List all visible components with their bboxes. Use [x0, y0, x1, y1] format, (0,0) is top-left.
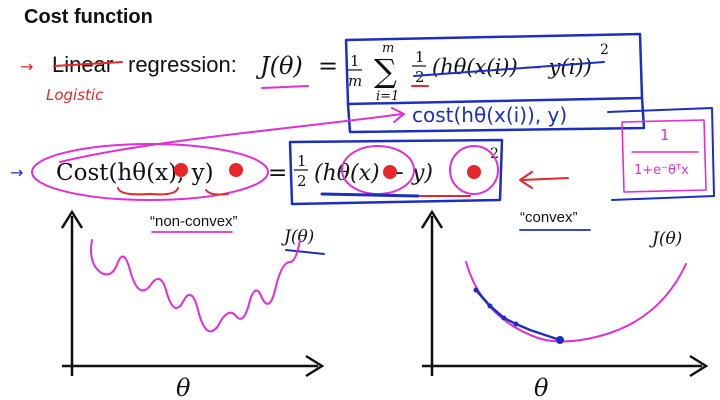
half-den-1: 2 [415, 68, 425, 86]
hx-blue-underline [320, 192, 420, 198]
frac-1m-num: 1 [350, 52, 360, 70]
cost-note-handwriting: cost(hθ(x(i)), y) [412, 103, 567, 127]
sum-sign: ∑ [374, 52, 397, 90]
logistic-handwriting: Logistic [46, 86, 104, 104]
sum-lower: i=1 [376, 89, 399, 104]
left-x-arrowhead [305, 354, 325, 378]
arrow-marker-2-icon: → [10, 163, 23, 182]
left-j-label: J(θ) [281, 227, 314, 247]
half-den-2: 2 [297, 172, 307, 190]
frac-1m-den: m [348, 72, 362, 90]
gd-point-2 [487, 303, 493, 309]
power-2-a: 2 [600, 42, 609, 58]
gd-point-4 [513, 321, 519, 327]
equals-2: = [268, 160, 287, 186]
strike-sq-error [413, 61, 605, 77]
sigmoid-num: 1 [660, 126, 670, 144]
arrow-marker-icon: → [20, 57, 33, 76]
right-x-arrowhead [689, 354, 709, 378]
red-scribble-3 [383, 165, 397, 179]
left-y-arrowhead [60, 209, 84, 229]
cost-lhs: Cost(hθ(x), y) [56, 160, 214, 186]
y-circle [449, 145, 499, 195]
non-convex-label: “non-convex” [150, 213, 238, 230]
half-num-2: 1 [297, 152, 307, 170]
red-arrow-line [521, 177, 569, 181]
gradient-steps [474, 288, 562, 342]
right-y-arrowhead [420, 209, 444, 229]
j-theta-lhs: J(θ) [255, 52, 303, 80]
cost-rhs-box [288, 138, 504, 206]
half-num-1: 1 [415, 48, 425, 66]
red-scribble-4 [467, 165, 481, 179]
link-arrow-line [59, 113, 403, 163]
regression-word: regression: [128, 52, 237, 77]
slide-title: Cost function [24, 6, 153, 28]
left-j-underline [285, 249, 325, 255]
cost-rhs-term: (hθ(x) − y) [314, 161, 433, 186]
left-theta-label: θ [176, 374, 191, 400]
sigmoid-box-outer [607, 107, 715, 201]
convex-label: “convex” [520, 209, 578, 226]
hx-underbrace [117, 187, 179, 196]
right-j-label: J(θ) [649, 229, 682, 249]
convex-curve [465, 261, 687, 343]
red-arrowhead [519, 171, 533, 189]
j-underline [261, 85, 309, 89]
non-convex-curve [90, 239, 301, 333]
equals-1: = [318, 52, 338, 80]
gd-minimum-point [556, 336, 564, 344]
power-2-b: 2 [490, 146, 499, 162]
strike-linear [53, 61, 123, 67]
cost-lhs-circle [31, 143, 269, 201]
cost-note-box [346, 96, 646, 134]
red-scribble-1 [174, 163, 188, 177]
sigmoid-den: 1+e⁻θᵀx [634, 163, 689, 178]
gd-point-1 [473, 287, 479, 293]
y-underbrace [205, 189, 229, 196]
sum-upper: m [382, 41, 394, 56]
gd-point-3 [501, 315, 507, 321]
link-arrowhead [391, 107, 405, 123]
right-theta-label: θ [534, 374, 549, 400]
sigmoid-box-inner [621, 119, 707, 193]
sq-error-term: (hθ(x(i)) − y(i)) [432, 55, 592, 79]
red-scribble-2 [229, 163, 243, 177]
